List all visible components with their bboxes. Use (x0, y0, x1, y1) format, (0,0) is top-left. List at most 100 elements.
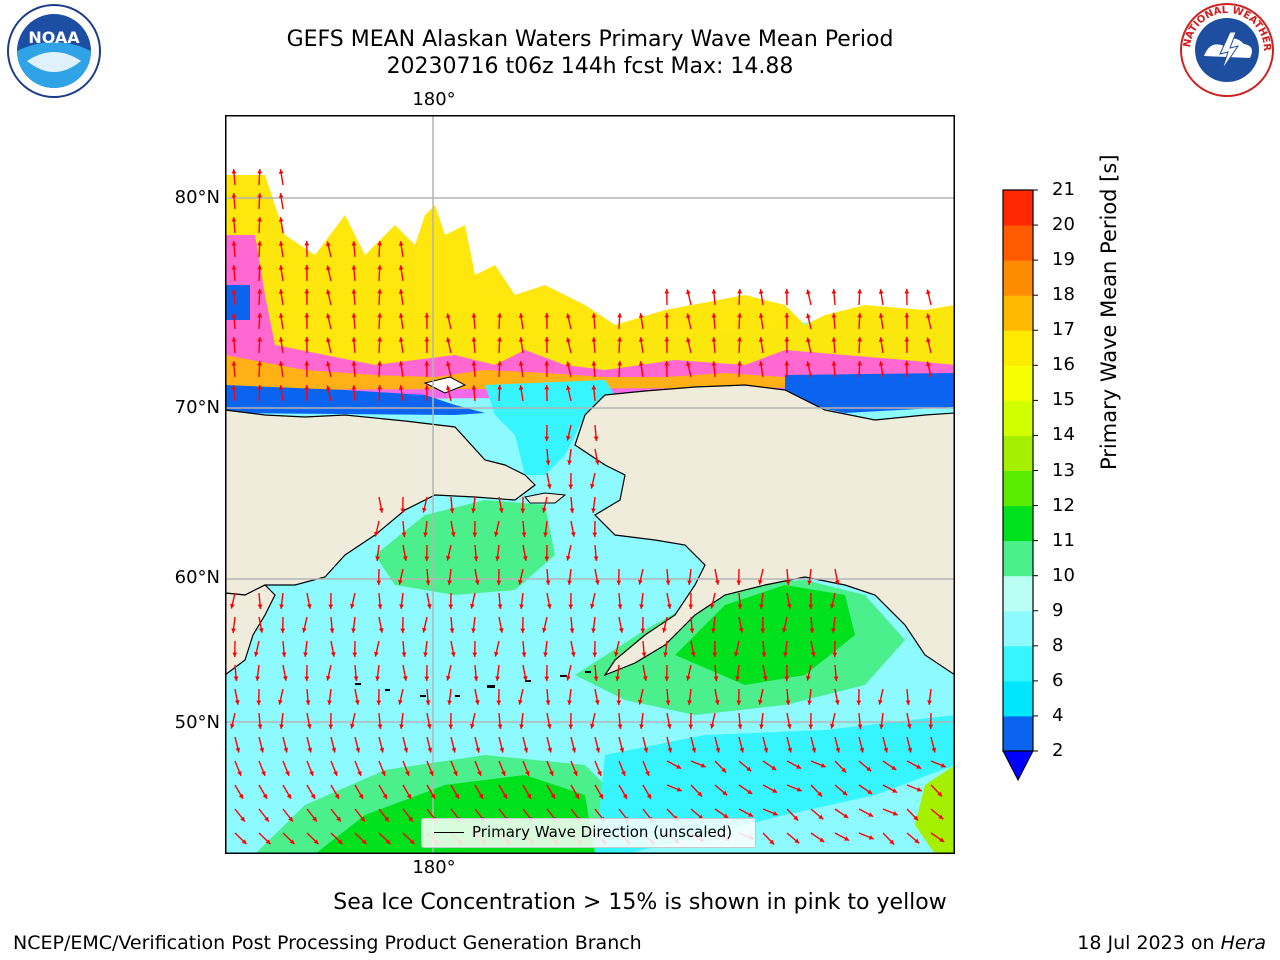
wave-arrow (617, 712, 623, 730)
wave-arrow (378, 808, 390, 823)
wave-arrow (426, 592, 432, 609)
noaa-logo-text: NOAA (28, 28, 80, 47)
map-title: GEFS MEAN Alaskan Waters Primary Wave Me… (286, 27, 894, 52)
wave-arrow (426, 736, 433, 753)
wave-arrow (398, 289, 404, 306)
colorbar-tick-label: 6 (1052, 669, 1064, 691)
wave-arrow (711, 288, 717, 306)
wave-arrow (258, 784, 268, 800)
wave-arrow (257, 216, 263, 234)
wave-arrow (546, 592, 552, 609)
wave-arrow (375, 544, 380, 561)
wave-arrow (590, 592, 596, 609)
wave-arrow (737, 712, 743, 730)
colorbar-tick-label: 18 (1052, 284, 1075, 306)
wave-arrow (545, 688, 551, 706)
wave-arrow (640, 616, 646, 634)
wave-arrow (566, 361, 572, 378)
wave-arrow (786, 712, 792, 729)
wave-arrow (738, 808, 754, 818)
wave-arrow (351, 288, 357, 306)
wave-arrow (857, 312, 863, 330)
wave-arrow (930, 784, 943, 797)
wave-arrow (858, 832, 875, 840)
wave-arrow (544, 312, 550, 330)
wave-arrow (832, 640, 838, 658)
sea-ice-band (225, 175, 954, 385)
wave-arrow (304, 336, 310, 354)
wave-arrow (544, 424, 550, 442)
wave-arrow (232, 640, 238, 658)
wave-arrow (377, 360, 383, 378)
wave-arrow (714, 736, 721, 753)
wave-arrow (930, 808, 944, 820)
wave-arrow (257, 192, 263, 210)
wave-arrow (306, 832, 319, 845)
wave-arrow (930, 760, 947, 768)
wave-arrow (542, 616, 548, 633)
wave-arrow (808, 592, 814, 610)
wave-arrow (496, 688, 502, 706)
wave-arrow (231, 264, 237, 282)
wave-arrow (354, 784, 364, 800)
footer-date-text: 18 Jul 2023 on (1077, 932, 1221, 954)
wave-arrow (928, 712, 934, 730)
wrangel-island (423, 376, 467, 394)
wave-arrow (906, 784, 923, 792)
wave-arrow (590, 472, 596, 489)
wave-arrow (282, 760, 290, 777)
wave-arrow (857, 336, 863, 354)
wave-arrow (567, 448, 572, 465)
wave-arrow (711, 336, 717, 354)
wave-arrow (616, 688, 622, 706)
wave-arrow (736, 688, 742, 706)
wave-arrow (306, 592, 312, 609)
wave-arrow (234, 784, 244, 800)
wave-arrow (522, 736, 529, 753)
wave-arrow (330, 736, 337, 753)
wave-arrow (566, 313, 572, 330)
wave-arrow (278, 169, 284, 186)
wave-arrow (904, 288, 910, 306)
lon-label-bottom: 180° (412, 857, 456, 878)
map-subtitle: 20230716 t06z 144h fcst Max: 14.88 (386, 54, 794, 79)
wave-arrow (568, 472, 574, 490)
wave-arrow (879, 712, 884, 729)
wave-arrow (878, 361, 884, 378)
wave-arrow (758, 568, 764, 585)
colorbar-tick-label: 4 (1052, 704, 1064, 726)
wave-arrow (736, 568, 742, 586)
wave-arrow (449, 496, 455, 514)
wave-arrow (326, 289, 332, 306)
wave-arrow (569, 616, 575, 634)
wave-arrow (449, 616, 455, 634)
wave-arrow (833, 664, 839, 682)
wave-arrow (231, 168, 237, 186)
wave-arrow (304, 264, 310, 282)
wave-arrow (399, 592, 404, 609)
colorbar-tick-label: 10 (1052, 564, 1075, 586)
wave-arrow (497, 360, 503, 378)
colorbar-tick-label: 20 (1052, 214, 1075, 236)
wave-arrow (231, 384, 237, 402)
wave-arrow (711, 312, 717, 330)
wave-arrow (304, 384, 310, 402)
wave-arrow (617, 336, 623, 354)
wave-arrow (594, 760, 602, 777)
wave-arrow (831, 288, 837, 306)
wave-arrow (446, 361, 452, 378)
wave-arrow (257, 240, 263, 258)
wave-arrow (666, 592, 672, 609)
wave-arrow (591, 384, 597, 402)
wave-arrow (424, 664, 430, 682)
wave-arrow (906, 832, 920, 844)
wave-arrow (304, 360, 310, 378)
wave-arrow (282, 808, 294, 823)
wave-arrow (638, 313, 644, 330)
wave-arrow (568, 592, 574, 610)
wave-arrow (422, 616, 428, 633)
wave-arrow (278, 241, 284, 258)
colorbar-tick-label: 11 (1052, 529, 1075, 551)
wave-arrow (352, 640, 358, 658)
wave-arrow (234, 736, 241, 753)
